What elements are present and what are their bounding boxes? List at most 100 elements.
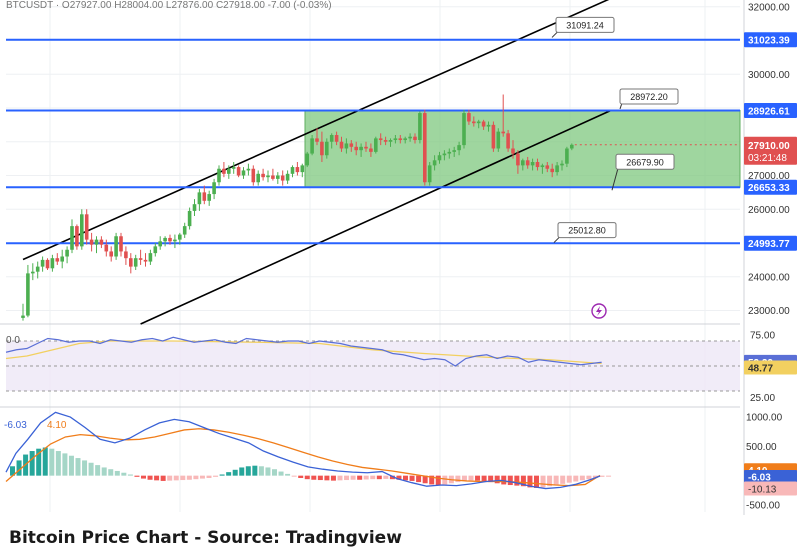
channel-lower-line: [140, 109, 612, 325]
countdown-tag: 03:21:48: [748, 153, 787, 164]
candle-body: [550, 168, 554, 173]
candle-body: [481, 121, 486, 127]
macd-histogram-bar: [429, 475, 435, 485]
candle-body: [457, 145, 461, 151]
macd-histogram-bar: [560, 475, 566, 484]
macd-value-tag: -6.03: [748, 473, 771, 484]
macd-pane: -6.03 4.10: [4, 411, 612, 490]
y-tick-label: 30000.00: [748, 70, 790, 81]
macd-histogram-bar: [396, 475, 402, 480]
candle-body: [99, 239, 104, 245]
candle-body: [94, 239, 99, 245]
candle-body: [124, 251, 128, 259]
macd-histogram-bar: [455, 475, 461, 483]
candle-body: [403, 138, 407, 141]
candle-body: [80, 214, 84, 247]
macd-histogram-bar: [481, 475, 487, 482]
macd-histogram-bar: [114, 470, 120, 476]
rsi-line: [5, 336, 602, 367]
macd-histogram-bar: [173, 475, 179, 481]
macd-histogram-bar: [219, 474, 225, 476]
macd-line: [5, 411, 601, 490]
macd-hist-tag-bg: [744, 481, 797, 496]
macd-value-tag-bg: [744, 470, 797, 484]
candle-body: [491, 124, 496, 149]
level-tag-1-bg: [744, 102, 797, 118]
macd-histogram-bar: [265, 467, 271, 476]
y-tick-label: 23000.00: [748, 306, 790, 317]
candle-body: [187, 210, 192, 227]
candle-body: [119, 236, 123, 252]
candle-body: [70, 226, 74, 250]
candle-body: [467, 113, 471, 122]
macd-histogram-bar: [324, 475, 330, 481]
candle-body: [295, 167, 300, 173]
candle-body: [212, 182, 216, 195]
macd-histogram-bar: [245, 466, 251, 476]
candle-body: [325, 141, 329, 156]
macd-histogram-bar: [337, 475, 343, 481]
candle-body: [506, 133, 510, 149]
macd-histogram-bar: [154, 475, 160, 481]
macd-histogram-bar: [317, 475, 323, 481]
candle-body: [256, 173, 260, 183]
candle-body: [231, 167, 236, 169]
candle-body: [378, 138, 383, 141]
annotation-label: 26679.90: [626, 157, 664, 167]
y-tick-label: 26000.00: [748, 205, 790, 216]
level-tag-3: 24993.77: [748, 239, 790, 250]
candle-body: [133, 258, 138, 267]
candle-body: [555, 165, 559, 173]
candle-body: [359, 146, 363, 151]
candle-body: [565, 148, 569, 164]
candle-body: [315, 138, 319, 142]
macd-legend-value: -6.03: [4, 420, 27, 431]
candle-body: [50, 258, 55, 269]
candle-body: [261, 173, 265, 178]
price-chart[interactable]: 31091.24 28972.20 26679.90 25012.80 0 0 -6.…: [0, 0, 799, 520]
macd-histogram-bar: [108, 469, 114, 476]
candle-body: [182, 226, 187, 235]
candle-body: [202, 192, 207, 201]
candle-body: [168, 237, 172, 242]
macd-histogram-bar: [186, 475, 192, 480]
macd-histogram-bar: [416, 475, 422, 483]
macd-tick-label: -500.00: [746, 500, 780, 511]
macd-histogram-bar: [599, 475, 605, 477]
candle-body: [570, 144, 574, 149]
macd-histogram-bar: [285, 473, 291, 476]
macd-histogram-bar: [141, 475, 146, 479]
y-tick-label: 32000.00: [748, 2, 790, 13]
macd-histogram-bar: [180, 475, 186, 481]
macd-histogram-bar: [422, 475, 428, 484]
candle-body: [26, 273, 30, 316]
candle-body: [320, 141, 324, 156]
macd-histogram-bar: [527, 475, 533, 488]
rsi-ma-line: [5, 340, 602, 365]
macd-histogram-bar: [298, 475, 304, 478]
candle-body: [217, 168, 221, 183]
candle-body: [393, 138, 398, 141]
candle-body: [285, 173, 290, 181]
macd-histogram-bar: [330, 475, 336, 481]
rsi-tick-label: 25.00: [750, 393, 775, 404]
candle-body: [158, 241, 162, 247]
price-pane: 31091.24 28972.20 26679.90 25012.80: [6, 0, 741, 325]
candle-body: [40, 259, 45, 267]
macd-histogram-bar: [350, 475, 356, 480]
annotation-pointer: [611, 168, 619, 191]
candle-body: [236, 167, 241, 176]
candle-body: [271, 175, 275, 179]
candle-body: [354, 146, 358, 151]
candle-body: [109, 251, 113, 257]
candle-body: [192, 204, 197, 211]
level-tag-3-bg: [744, 235, 797, 251]
candle-body: [530, 162, 535, 166]
macd-histogram-bar: [304, 475, 310, 480]
macd-histogram-bar: [62, 453, 68, 476]
macd-histogram-bar: [547, 475, 553, 487]
macd-histogram-bar: [311, 475, 317, 480]
candle-body: [545, 165, 550, 169]
macd-histogram-bar: [101, 467, 107, 476]
candle-body: [521, 160, 525, 166]
